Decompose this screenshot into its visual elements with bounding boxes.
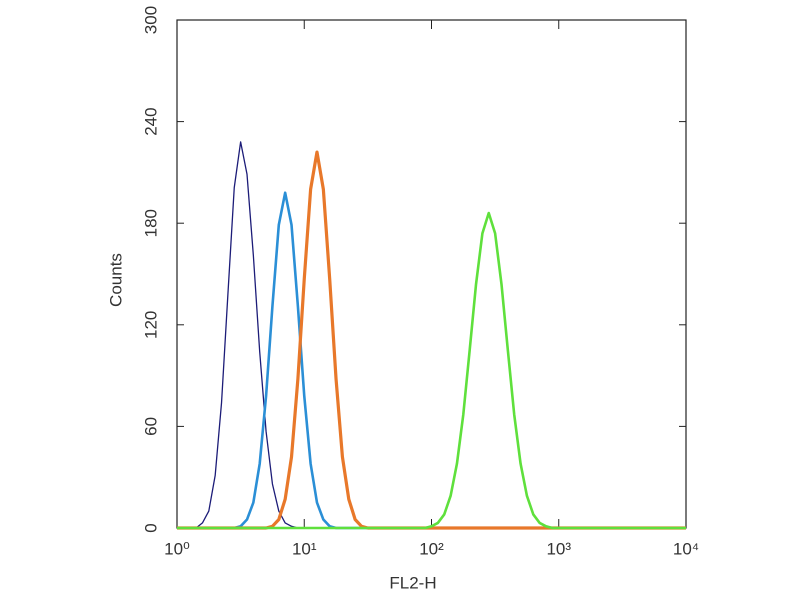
x-tick-label: 10³ — [546, 539, 571, 558]
y-tick-label: 120 — [141, 311, 160, 339]
y-tick-label: 0 — [141, 523, 160, 532]
series-line — [177, 150, 686, 530]
x-tick-label: 10⁴ — [673, 539, 699, 558]
x-tick-label: 10¹ — [292, 539, 317, 558]
y-tick-label: 180 — [141, 209, 160, 237]
y-axis-label: Counts — [106, 253, 125, 307]
x-tick-label: 10² — [419, 539, 444, 558]
x-axis-label: FL2-H — [389, 573, 436, 592]
x-tick-label: 10⁰ — [164, 539, 190, 558]
y-tick-label: 240 — [141, 107, 160, 135]
series-line — [177, 211, 686, 530]
y-tick-label: 60 — [141, 417, 160, 436]
series-line — [177, 191, 686, 530]
plot-frame — [176, 19, 687, 529]
series-line — [177, 141, 686, 529]
y-tick-label: 300 — [141, 6, 160, 34]
